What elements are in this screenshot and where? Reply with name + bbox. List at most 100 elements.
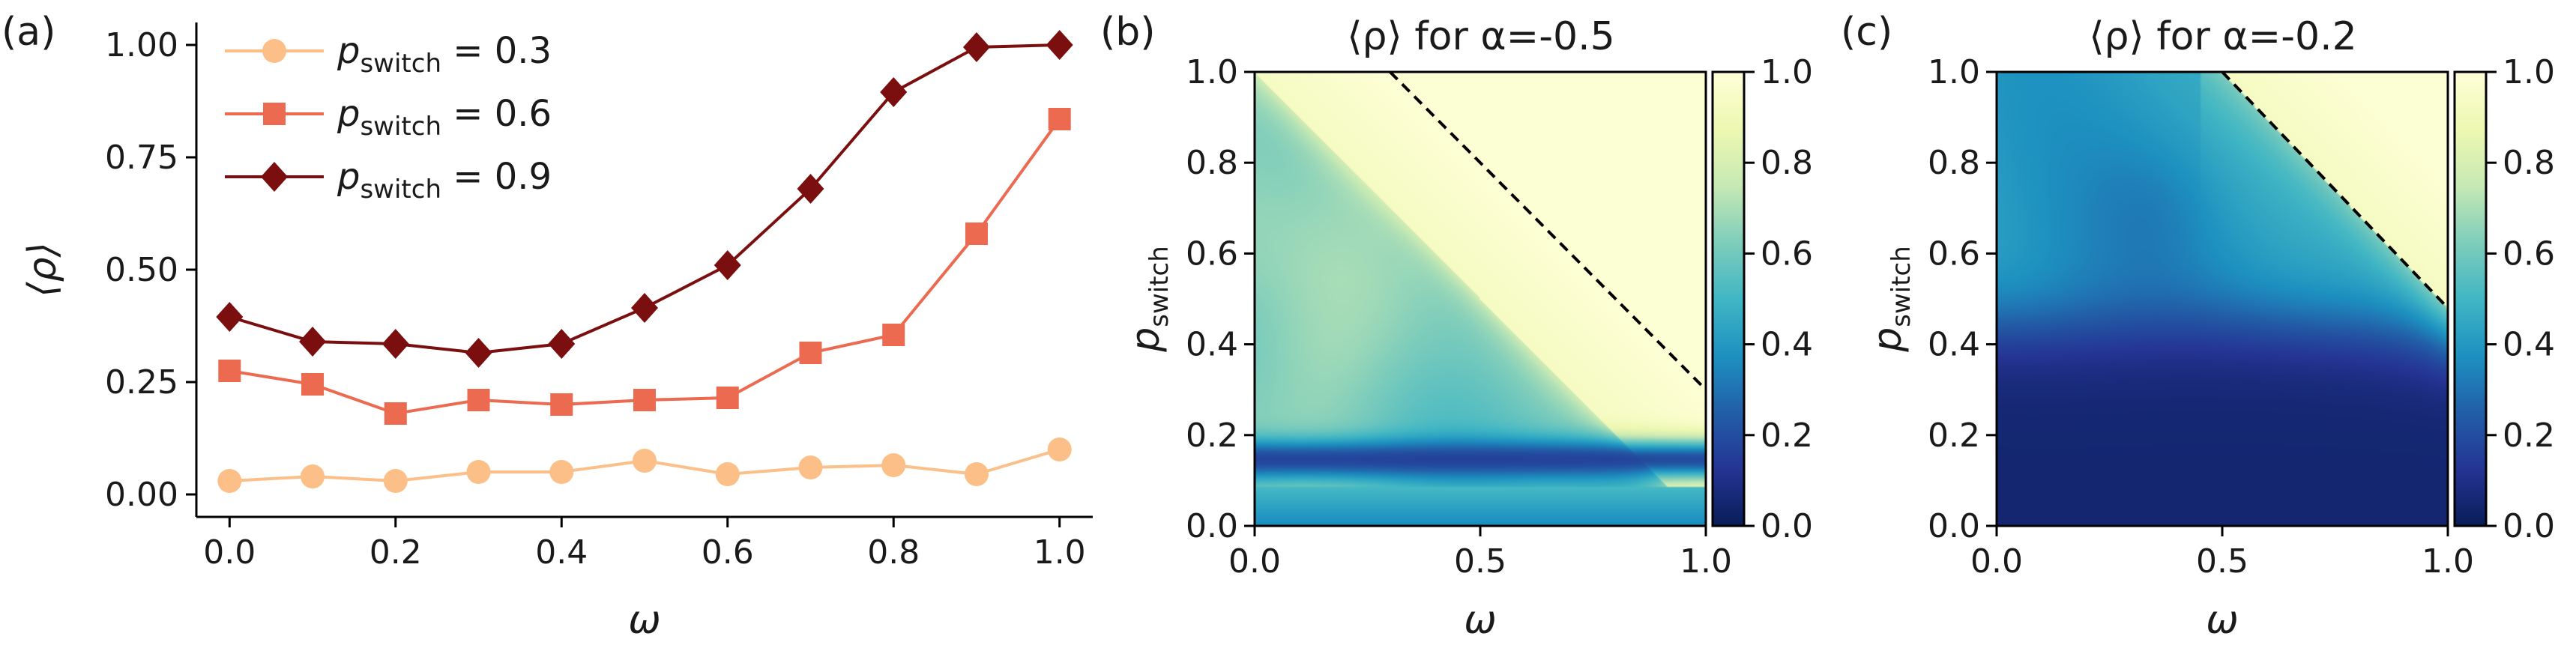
panel-a-y-tick-label: 0.50 bbox=[105, 251, 178, 289]
panel-a-legend-marker-1 bbox=[263, 103, 286, 125]
panel-a-data-point-2-8 bbox=[880, 77, 908, 107]
panel-a-x-tick-label: 0.4 bbox=[535, 533, 588, 572]
panel-a-data-point-1-8 bbox=[882, 324, 905, 346]
panel-a-legend-entry-sub: switch bbox=[360, 49, 441, 79]
panel-c-label: (c) bbox=[1841, 10, 1892, 55]
panel-a-data-point-1-7 bbox=[799, 342, 822, 364]
panel-c-y-axis-label: pswitch bbox=[1865, 246, 1916, 353]
panel-a-data-point-1-6 bbox=[716, 387, 739, 409]
panel-a-y-tick-label: 0.25 bbox=[105, 363, 178, 402]
panel-a-data-point-1-3 bbox=[467, 389, 490, 411]
panel-a-x-tick-label: 0.6 bbox=[702, 533, 754, 572]
panel-a-data-point-2-6 bbox=[714, 250, 741, 280]
panel-a-legend-marker-2 bbox=[261, 162, 288, 192]
panel-b-colorbar-tick-label: 0.4 bbox=[1761, 326, 1813, 364]
panel-a-data-point-2-4 bbox=[548, 329, 576, 359]
panel-b-colorbar-tick-label: 0.0 bbox=[1761, 507, 1813, 545]
panel-a-data-point-0-2 bbox=[383, 469, 408, 493]
panel-c-x-tick-label: 0.5 bbox=[2196, 542, 2248, 581]
panel-a-data-point-2-0 bbox=[216, 302, 244, 332]
panel-b-y-tick-label: 0.2 bbox=[1186, 417, 1238, 455]
panel-a-label: (a) bbox=[1, 10, 55, 55]
panel-c-colorbar-tick-label: 0.8 bbox=[2503, 144, 2555, 182]
panel-c-y-tick-label: 0.6 bbox=[1928, 234, 1980, 273]
panel-b-axes: 0.0 0.5 1.0 0.0 0.2 0.4 0.6 0.8 1.0 bbox=[1186, 53, 1732, 581]
panel-a-data-point-0-4 bbox=[549, 460, 574, 484]
panel-a-x-tick-label: 0.0 bbox=[203, 533, 256, 572]
panel-c-colorbar-tick-label: 0.6 bbox=[2503, 234, 2555, 273]
panel-a-data-point-2-1 bbox=[299, 327, 327, 357]
panel-a-data-point-0-9 bbox=[964, 462, 989, 486]
panel-a-legend-entry-rest: = 0.9 bbox=[441, 156, 552, 198]
panel-b-colorbar bbox=[1711, 70, 1746, 527]
panel-a-y-tick-label: 1.00 bbox=[105, 26, 178, 64]
panel-a-data-point-0-7 bbox=[798, 455, 823, 479]
panel-c-heatmap-image bbox=[1997, 72, 2448, 526]
panel-c-axes: 0.0 0.5 1.0 0.0 0.2 0.4 0.6 0.8 1.0 bbox=[1928, 53, 2474, 581]
panel-a-legend-entry-0: pswitch = 0.3 bbox=[337, 30, 552, 79]
panel-c-colorbar bbox=[2453, 70, 2488, 527]
panel-b-y-tick-label: 0.0 bbox=[1186, 507, 1238, 545]
panel-b-x-axis-label: ω bbox=[1464, 598, 1497, 643]
panel-c-y-tick-label: 0.8 bbox=[1928, 144, 1980, 182]
panel-a-data-point-0-5 bbox=[633, 449, 657, 473]
panel-a-data-point-0-6 bbox=[715, 462, 740, 486]
panel-a-legend-entry-sub: switch bbox=[360, 175, 441, 205]
panel-b-y-axis-label-base: p bbox=[1123, 327, 1168, 353]
panel-a-data-point-1-1 bbox=[301, 373, 325, 396]
panel-a-legend-marker-0 bbox=[262, 39, 286, 63]
panel-a-data-point-1-4 bbox=[550, 393, 573, 416]
panel-c-x-tick-label: 1.0 bbox=[2422, 542, 2474, 581]
panel-c-dashed-threshold-line bbox=[2221, 70, 2449, 309]
panel-a-data-point-0-8 bbox=[881, 453, 906, 477]
panel-a-data-point-1-5 bbox=[633, 389, 656, 411]
panel-a-data-point-2-7 bbox=[797, 174, 824, 204]
panel-a-series-markers bbox=[216, 30, 1073, 493]
panel-b-y-tick-label: 1.0 bbox=[1186, 53, 1238, 91]
panel-a-data-point-1-0 bbox=[218, 360, 241, 382]
panel-a-x-tick-label: 0.2 bbox=[369, 533, 422, 572]
panel-b-x-tick-label: 0.5 bbox=[1454, 542, 1506, 581]
panel-a-x-axis-label: ω bbox=[628, 598, 661, 643]
panel-b-dashed-threshold-line bbox=[1389, 70, 1707, 391]
panel-a-legend-entry-rest: = 0.6 bbox=[441, 93, 552, 135]
panel-a-data-point-2-9 bbox=[962, 32, 990, 62]
panel-b-y-tick-label: 0.8 bbox=[1186, 144, 1238, 182]
panel-c-y-tick-label: 0.4 bbox=[1928, 326, 1980, 364]
panel-b-title: ⟨ρ⟩ for α=-0.5 bbox=[1347, 14, 1614, 59]
panel-b-label: (b) bbox=[1100, 10, 1156, 55]
panel-c-x-tick-label: 0.0 bbox=[1970, 542, 2023, 581]
panel-b-colorbar-tick-label: 0.8 bbox=[1761, 144, 1813, 182]
panel-c-y-axis-label-sub: switch bbox=[1886, 246, 1916, 327]
panel-b-colorbar-tick-label: 0.2 bbox=[1761, 417, 1813, 455]
panel-c-colorbar-ticks: 0.0 0.2 0.4 0.6 0.8 1.0 bbox=[2486, 53, 2555, 545]
panel-a-legend-entry-base: p bbox=[337, 30, 360, 72]
panel-a-axes: 0.0 0.2 0.4 0.6 0.8 1.0 0.00 0.25 0.50 0.75 1.00 bbox=[105, 22, 1093, 572]
panel-a-data-point-0-10 bbox=[1047, 438, 1072, 461]
panel-a-legend-entry-1: pswitch = 0.6 bbox=[337, 93, 552, 142]
panel-c-x-axis-label: ω bbox=[2206, 598, 2239, 643]
panel-c-colorbar-tick-label: 1.0 bbox=[2503, 53, 2555, 91]
panel-a-data-point-2-3 bbox=[465, 338, 492, 368]
panel-b-y-axis-label-sub: switch bbox=[1144, 246, 1174, 327]
panel-a-legend-entry-sub: switch bbox=[360, 112, 441, 142]
panel-a-data-point-0-3 bbox=[466, 460, 491, 484]
panel-a-data-point-0-0 bbox=[217, 469, 242, 493]
panel-c-colorbar-tick-label: 0.0 bbox=[2503, 507, 2555, 545]
panel-a-y-axis-label: ⟨ρ⟩ bbox=[20, 242, 65, 297]
panel-b-x-tick-label: 1.0 bbox=[1680, 542, 1732, 581]
panel-a-data-point-2-2 bbox=[381, 329, 409, 359]
panel-c-y-tick-label: 1.0 bbox=[1928, 53, 1980, 91]
panel-c-colorbar-tick-label: 0.2 bbox=[2503, 417, 2555, 455]
panel-b-colorbar-tick-label: 1.0 bbox=[1761, 53, 1813, 91]
panel-a-y-tick-label: 0.75 bbox=[105, 139, 178, 177]
panel-c-title: ⟨ρ⟩ for α=-0.2 bbox=[2089, 14, 2356, 59]
panel-a-legend-entry-2: pswitch = 0.9 bbox=[337, 156, 552, 205]
panel-a-data-point-2-10 bbox=[1046, 30, 1073, 60]
panel-c-y-tick-label: 0.2 bbox=[1928, 417, 1980, 455]
panel-a-legend-entry-base: p bbox=[337, 156, 360, 198]
panel-b-heatmap: (b) ⟨ρ⟩ for α=-0.5 0.0 0.5 1.0 0.0 0.2 0.4 0.6… bbox=[1100, 10, 1813, 643]
panel-a-data-point-0-1 bbox=[301, 464, 325, 488]
